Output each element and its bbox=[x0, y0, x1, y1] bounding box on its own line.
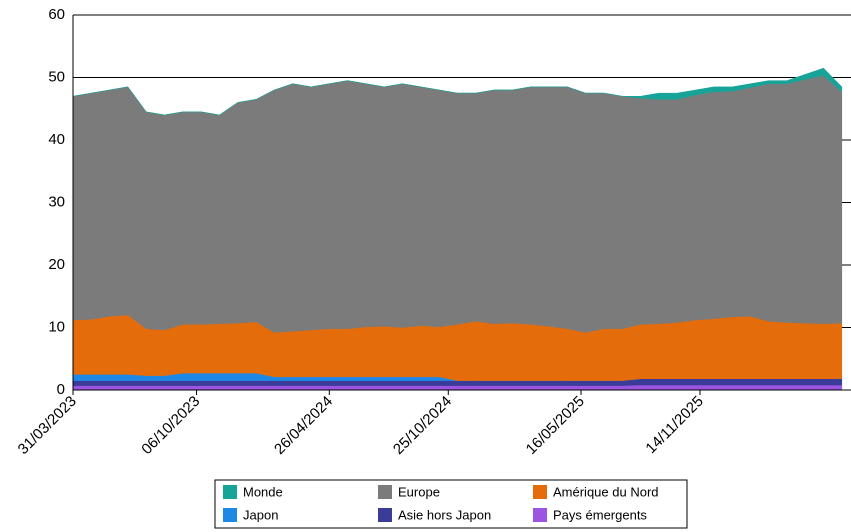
legend-label: Asie hors Japon bbox=[398, 507, 491, 522]
legend-swatch bbox=[533, 485, 547, 499]
legend-swatch bbox=[223, 485, 237, 499]
x-tick-label: 31/03/2023 bbox=[15, 393, 80, 458]
y-tick-label: 60 bbox=[48, 6, 65, 23]
x-tick-label: 14/11/2025 bbox=[642, 393, 706, 457]
x-tick-label: 16/05/2025 bbox=[523, 393, 588, 458]
y-tick-label: 30 bbox=[48, 193, 65, 210]
area bbox=[72, 75, 843, 333]
legend-label: Japon bbox=[243, 507, 278, 522]
legend-label: Monde bbox=[243, 484, 283, 499]
legend-swatch bbox=[378, 485, 392, 499]
legend-swatch bbox=[223, 508, 237, 522]
y-tick-label: 50 bbox=[48, 68, 65, 85]
area bbox=[72, 314, 843, 381]
legend: Monde Europe Amérique du Nord Japon Asie hor… bbox=[214, 479, 688, 529]
legend-label: Europe bbox=[398, 484, 440, 499]
x-tick-label: 06/10/2023 bbox=[138, 393, 203, 458]
y-tick-label: 0 bbox=[57, 381, 65, 398]
y-tick-label: 40 bbox=[48, 131, 65, 148]
legend-box bbox=[214, 479, 688, 529]
legend-swatch bbox=[378, 508, 392, 522]
y-tick-label: 10 bbox=[48, 318, 65, 335]
legend-label: Pays émergents bbox=[553, 507, 647, 522]
area bbox=[72, 67, 843, 116]
x-tick-label: 26/04/2024 bbox=[271, 393, 336, 458]
legend-label: Amérique du Nord bbox=[553, 484, 659, 499]
legend-swatch bbox=[533, 508, 547, 522]
x-tick-label: 25/10/2024 bbox=[390, 393, 455, 458]
y-tick-label: 20 bbox=[48, 256, 65, 273]
